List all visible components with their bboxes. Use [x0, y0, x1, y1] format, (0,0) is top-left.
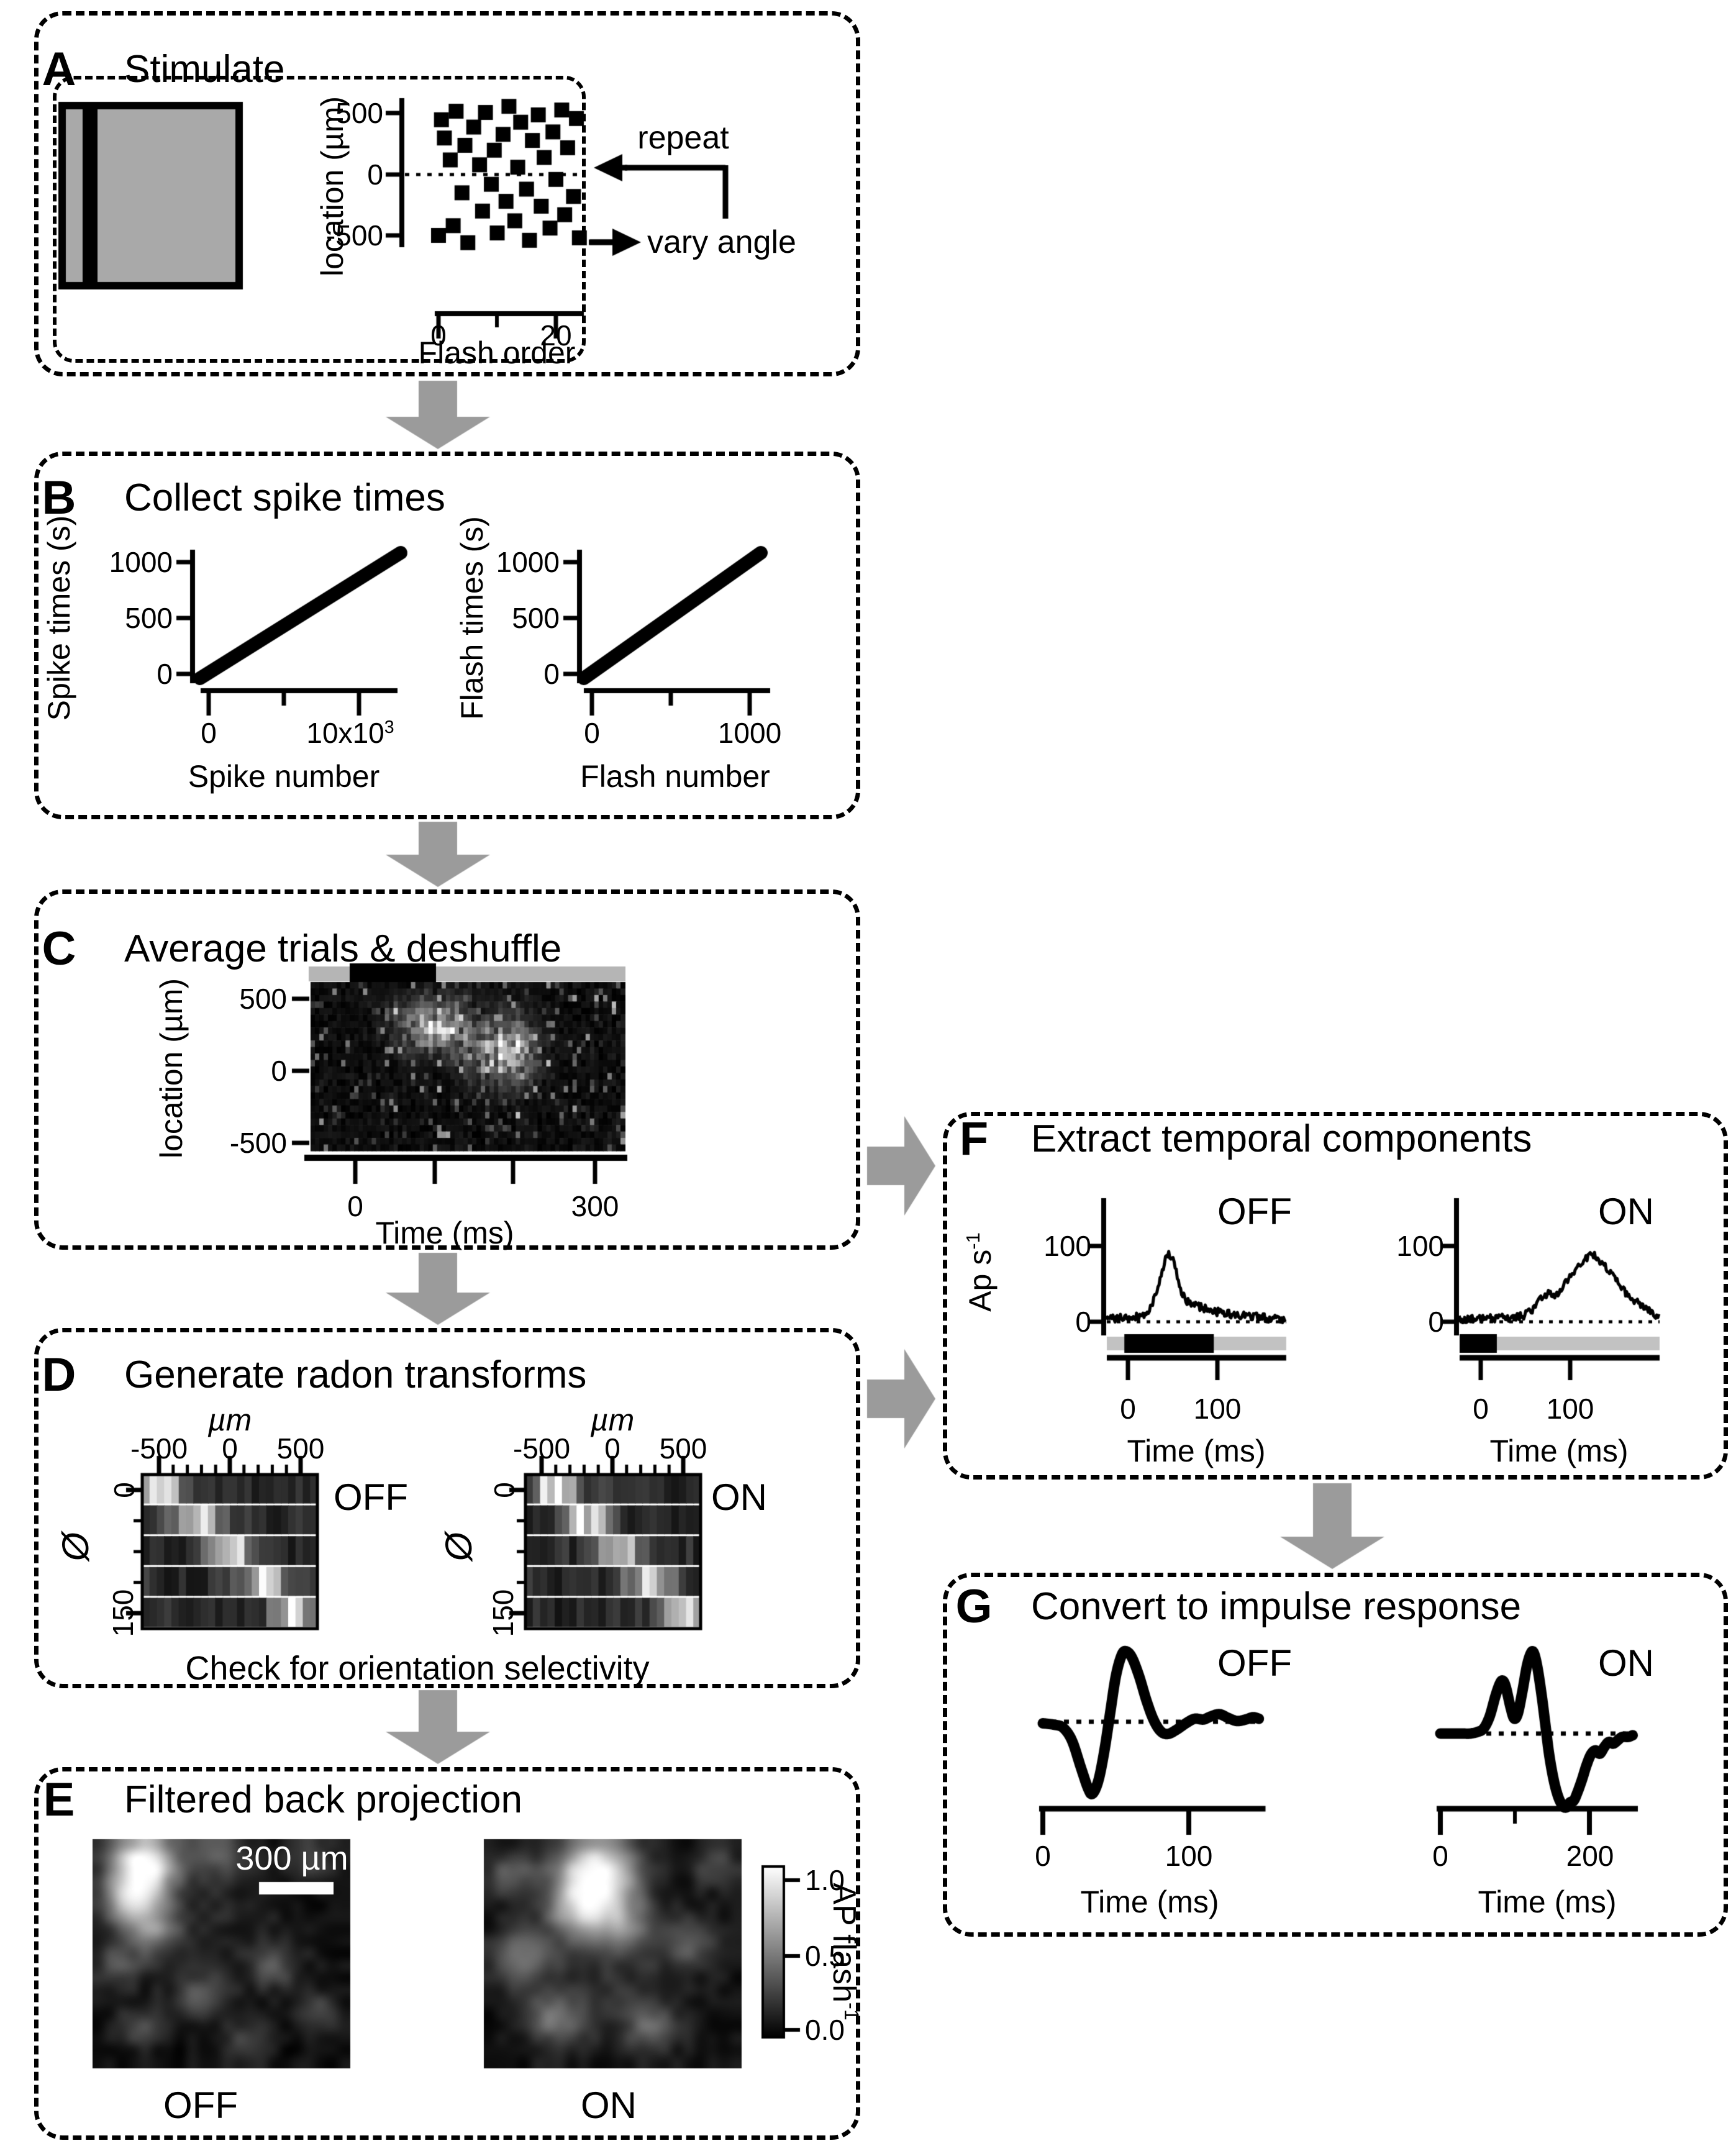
f-on-xlabel: Time (ms) [1489, 1434, 1629, 1468]
tick-label: 0 [1075, 1306, 1091, 1338]
tick-label: 0 [222, 1432, 238, 1465]
tick-label: 0 [543, 658, 560, 690]
e-on-label: ON [581, 2085, 637, 2126]
d-off-phi-label: Ø [55, 1532, 96, 1562]
panel-c-title: Average trials & deshuffle [124, 927, 562, 970]
tick-label: -500 [512, 1432, 571, 1465]
tick-label: 500 [239, 983, 287, 1015]
e-off-label: OFF [163, 2085, 238, 2126]
f-ylabel: Ap s-1 [962, 1232, 998, 1312]
panel-c-letter: C [42, 922, 76, 975]
tick-label: 20 [540, 319, 572, 352]
tick-label: 0 [1428, 1306, 1444, 1338]
c-xlabel: Time (ms) [375, 1216, 514, 1250]
panel-e-letter: E [43, 1773, 75, 1826]
tick-label: 1.0 [805, 1864, 845, 1896]
b-flash-ylabel: Flash times (s) [455, 516, 489, 720]
f-ylabel-sup: -1 [962, 1232, 984, 1250]
f-off-label: OFF [1217, 1191, 1292, 1232]
tick-label: 1000 [496, 546, 560, 578]
b-spike-xlabel: Spike number [188, 759, 380, 794]
panel-g-letter: G [955, 1580, 993, 1633]
tick-label: 0 [604, 1432, 620, 1465]
panel-b-title: Collect spike times [124, 476, 445, 519]
tick-label: 500 [335, 97, 383, 129]
tick-label: 0 [201, 717, 217, 749]
tick-label: 0 [584, 717, 600, 749]
tick-label: 0.5 [805, 1940, 845, 1972]
d-on-label: ON [711, 1476, 767, 1518]
d-off-label: OFF [334, 1476, 408, 1518]
panel-g-title: Convert to impulse response [1031, 1585, 1522, 1628]
d-caption: Check for orientation selectivity [185, 1650, 650, 1687]
g-off-xlabel: Time (ms) [1080, 1885, 1219, 1919]
tick-label: 0 [1473, 1393, 1489, 1425]
tick-label: 500 [659, 1432, 707, 1465]
f-off-xlabel: Time (ms) [1127, 1434, 1266, 1468]
tick-label: 150 [107, 1589, 139, 1637]
d-off-um-label: µm [207, 1403, 252, 1437]
tick-label: 100 [1165, 1840, 1213, 1872]
panel-f-letter: F [959, 1112, 989, 1165]
tick-label: -500 [229, 1127, 287, 1159]
tick-label: 100 [1396, 1230, 1444, 1262]
tick-label: 100 [1043, 1230, 1091, 1262]
tick-label: 0 [1432, 1840, 1448, 1872]
a-xlabel: Flash order [418, 335, 576, 370]
g-on-xlabel: Time (ms) [1478, 1885, 1617, 1919]
g-on-label: ON [1598, 1642, 1654, 1684]
panel-a-letter: A [42, 43, 76, 96]
panel-d-letter: D [42, 1348, 76, 1401]
tick-label: 1000 [109, 546, 173, 578]
f-ylabel-main: Ap s [962, 1249, 998, 1312]
d-on-phi-label: Ø [438, 1532, 479, 1562]
tick-label: 0 [347, 1190, 363, 1222]
panel-b-letter: B [42, 471, 76, 524]
c-ylabel: location (µm) [154, 978, 189, 1158]
b-spike-xtick-max-main: 10x10 [306, 717, 384, 750]
tick-label: 100 [1546, 1393, 1594, 1425]
panel-d-title: Generate radon transforms [124, 1353, 587, 1396]
tick-label: 100 [1193, 1393, 1242, 1425]
tick-label: 500 [512, 602, 560, 634]
tick-label: -500 [130, 1432, 188, 1465]
tick-label: 300 [571, 1190, 619, 1222]
tick-label: 1000 [717, 717, 782, 749]
vary-angle-label: vary angle [647, 224, 796, 260]
b-spike-xtick-max-sup: 3 [384, 717, 394, 737]
tick-label: 150 [487, 1589, 519, 1637]
panel-e-title: Filtered back projection [124, 1778, 522, 1821]
b-spike-xtick-max: 10x103 [306, 717, 394, 750]
tick-label: 0 [1035, 1840, 1051, 1872]
tick-label: 0 [1120, 1393, 1136, 1425]
panel-a-title: Stimulate [124, 48, 285, 91]
tick-label: 0 [108, 1482, 140, 1498]
d-on-um-label: µm [590, 1403, 635, 1437]
tick-label: 500 [125, 602, 173, 634]
e-scalebar-label: 300 µm [235, 1840, 348, 1877]
b-spike-ylabel: Spike times (s) [42, 515, 76, 721]
tick-label: -500 [325, 219, 383, 252]
g-off-label: OFF [1217, 1642, 1292, 1684]
tick-label: 0.0 [805, 2014, 845, 2046]
tick-label: 0 [488, 1482, 520, 1498]
b-flash-xlabel: Flash number [580, 759, 770, 794]
tick-label: 0 [430, 319, 447, 352]
panel-f-title: Extract temporal components [1031, 1117, 1532, 1160]
repeat-label: repeat [637, 120, 729, 156]
tick-label: 0 [367, 158, 383, 191]
tick-label: 200 [1566, 1840, 1614, 1872]
f-on-label: ON [1598, 1191, 1654, 1232]
tick-label: 0 [271, 1055, 287, 1087]
tick-label: 0 [157, 658, 173, 690]
tick-label: 500 [276, 1432, 325, 1465]
